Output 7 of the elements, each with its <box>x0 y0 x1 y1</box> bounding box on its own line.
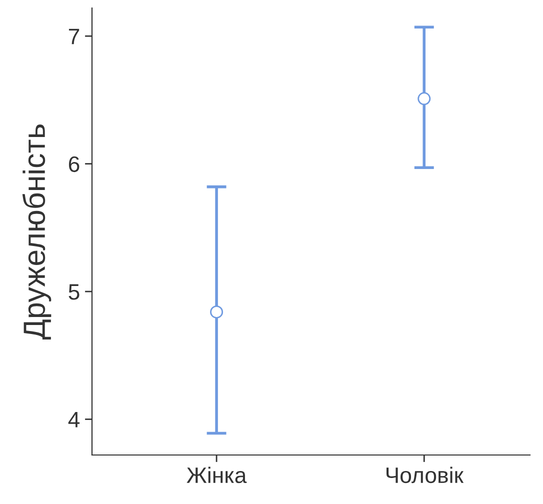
x-tick-label: Жінка <box>186 466 247 484</box>
y-tick-label: 7 <box>68 28 80 44</box>
y-axis-title: Дружелюбність <box>22 124 52 340</box>
y-tick-label: 5 <box>68 284 80 300</box>
x-tick-label: Чоловік <box>386 466 464 484</box>
y-tick-label: 6 <box>68 156 80 172</box>
y-tick-label: 4 <box>68 412 80 428</box>
